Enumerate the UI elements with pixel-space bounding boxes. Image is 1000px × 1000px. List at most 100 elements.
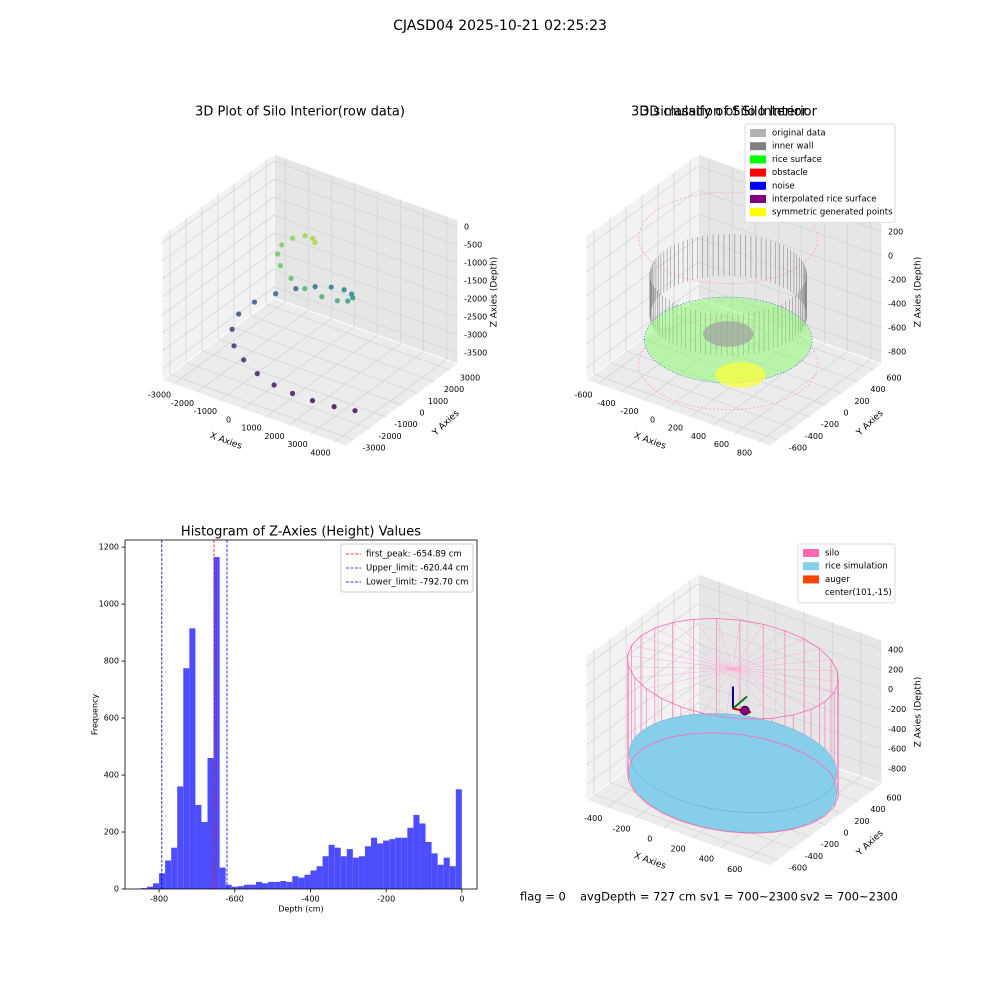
x-tick-label: 200 — [671, 845, 686, 854]
grid-line — [273, 160, 459, 228]
bar — [413, 814, 420, 889]
data-point — [345, 298, 351, 304]
silo-wire — [640, 635, 734, 669]
grid-line — [273, 232, 459, 300]
silo-wire — [732, 624, 764, 669]
x-tick-label: -200 — [377, 895, 395, 904]
y-axis-label: Y Axies — [854, 408, 886, 438]
legend-label: first_peak: -654.89 cm — [366, 550, 462, 560]
silo-wire — [672, 622, 734, 669]
subplot-title: Histogram of Z-Axies (Height) Values — [181, 525, 421, 540]
z-axis-label: Z Axies (Depth) — [490, 257, 500, 328]
bar — [310, 870, 317, 889]
x-tick-label: 600 — [727, 865, 742, 874]
z-tick-label: -1500 — [464, 277, 487, 286]
grid-line — [169, 373, 355, 441]
legend-swatch — [750, 195, 766, 203]
grid-line — [697, 682, 883, 750]
bar — [401, 837, 408, 889]
subplot-title: 3D simulation of Silo Interior — [631, 105, 818, 120]
y-tick-label: 0 — [419, 409, 424, 418]
silo-rim — [627, 618, 839, 720]
x-axis-label: X Axies — [632, 431, 667, 452]
z-tick-label: -2000 — [464, 295, 487, 304]
data-point — [350, 295, 356, 301]
scene — [638, 191, 819, 411]
data-point — [288, 275, 294, 281]
x-tick-label: -2000 — [171, 399, 194, 408]
silo-wire — [702, 668, 734, 714]
silo-wire — [732, 630, 786, 669]
silo-wire — [732, 638, 805, 669]
bar — [146, 886, 154, 889]
z-tick-label: -3000 — [464, 331, 487, 340]
z-tick-label: -600 — [888, 745, 906, 754]
legend-label: auger — [825, 575, 850, 585]
bar — [183, 668, 190, 889]
bar — [443, 857, 450, 889]
bar — [449, 866, 456, 889]
bar — [213, 557, 220, 889]
grid-line — [201, 350, 387, 418]
axes-3d: 3D classify of Silo Interior -600 -400 -200… — [574, 105, 923, 458]
grid-line — [697, 213, 883, 281]
bar — [177, 786, 184, 889]
bar — [377, 843, 384, 889]
data-point — [302, 286, 308, 292]
grid-line — [673, 315, 859, 382]
silo-wire — [732, 668, 812, 710]
grid-line — [657, 326, 843, 394]
z-tick-label: -400 — [888, 300, 906, 309]
y-tick-label: 400 — [104, 771, 119, 780]
y-tick-label: 1000 — [99, 600, 119, 609]
subplot-title: 3D classify of Silo Interior — [641, 105, 808, 120]
silo-wire — [732, 668, 794, 716]
x-tick-label: 600 — [714, 440, 729, 449]
bar — [304, 874, 311, 889]
x-tick-label: 400 — [691, 432, 706, 441]
y-tick-label: -3000 — [362, 444, 385, 453]
legend-label: Upper_limit: -620.44 cm — [366, 564, 469, 574]
silo-wire — [631, 644, 733, 669]
bar — [298, 877, 305, 889]
bar — [207, 757, 214, 889]
grid-line — [697, 663, 883, 730]
legend-swatch — [750, 181, 766, 190]
data-point — [229, 326, 235, 332]
data-point — [352, 408, 358, 414]
y-tick-label: 200 — [104, 828, 119, 837]
y-tick-label: -600 — [789, 864, 807, 873]
silo-wire — [732, 668, 835, 693]
data-point — [279, 242, 285, 248]
bar — [140, 888, 147, 889]
silo-wire — [716, 618, 734, 669]
figure-title: CJASD04 2025-10-21 02:25:23 — [393, 18, 607, 34]
y-tick-label: 0 — [114, 885, 119, 894]
bar — [280, 881, 287, 889]
grid-line — [585, 583, 699, 667]
bar — [201, 822, 208, 889]
legend-swatch — [750, 155, 766, 164]
y-tick-label: -600 — [789, 444, 807, 453]
x-axis-label: X Axies — [208, 431, 243, 452]
grid-line — [273, 250, 459, 318]
data-point — [331, 404, 337, 410]
grid-line — [625, 350, 811, 418]
grid-line — [273, 214, 459, 282]
silo-wire — [646, 668, 733, 689]
x-tick-label: -1000 — [194, 407, 217, 416]
data-point — [241, 357, 247, 363]
bar — [316, 866, 323, 889]
x-tick-label: 400 — [699, 855, 714, 864]
histogram: Histogram of Z-Axies (Height) Values -800… — [91, 525, 478, 914]
legend-swatch — [803, 549, 819, 557]
silo-wire — [628, 666, 733, 669]
grid-line — [161, 232, 275, 316]
x-tick-label: -400 — [584, 814, 602, 823]
legend-label: inner wall — [772, 142, 813, 152]
y-tick-label: -200 — [821, 840, 839, 849]
data-point — [328, 284, 334, 290]
y-tick-label: 1000 — [428, 397, 448, 406]
x-tick-label: 0 — [647, 834, 652, 843]
legend-swatch — [803, 562, 819, 571]
